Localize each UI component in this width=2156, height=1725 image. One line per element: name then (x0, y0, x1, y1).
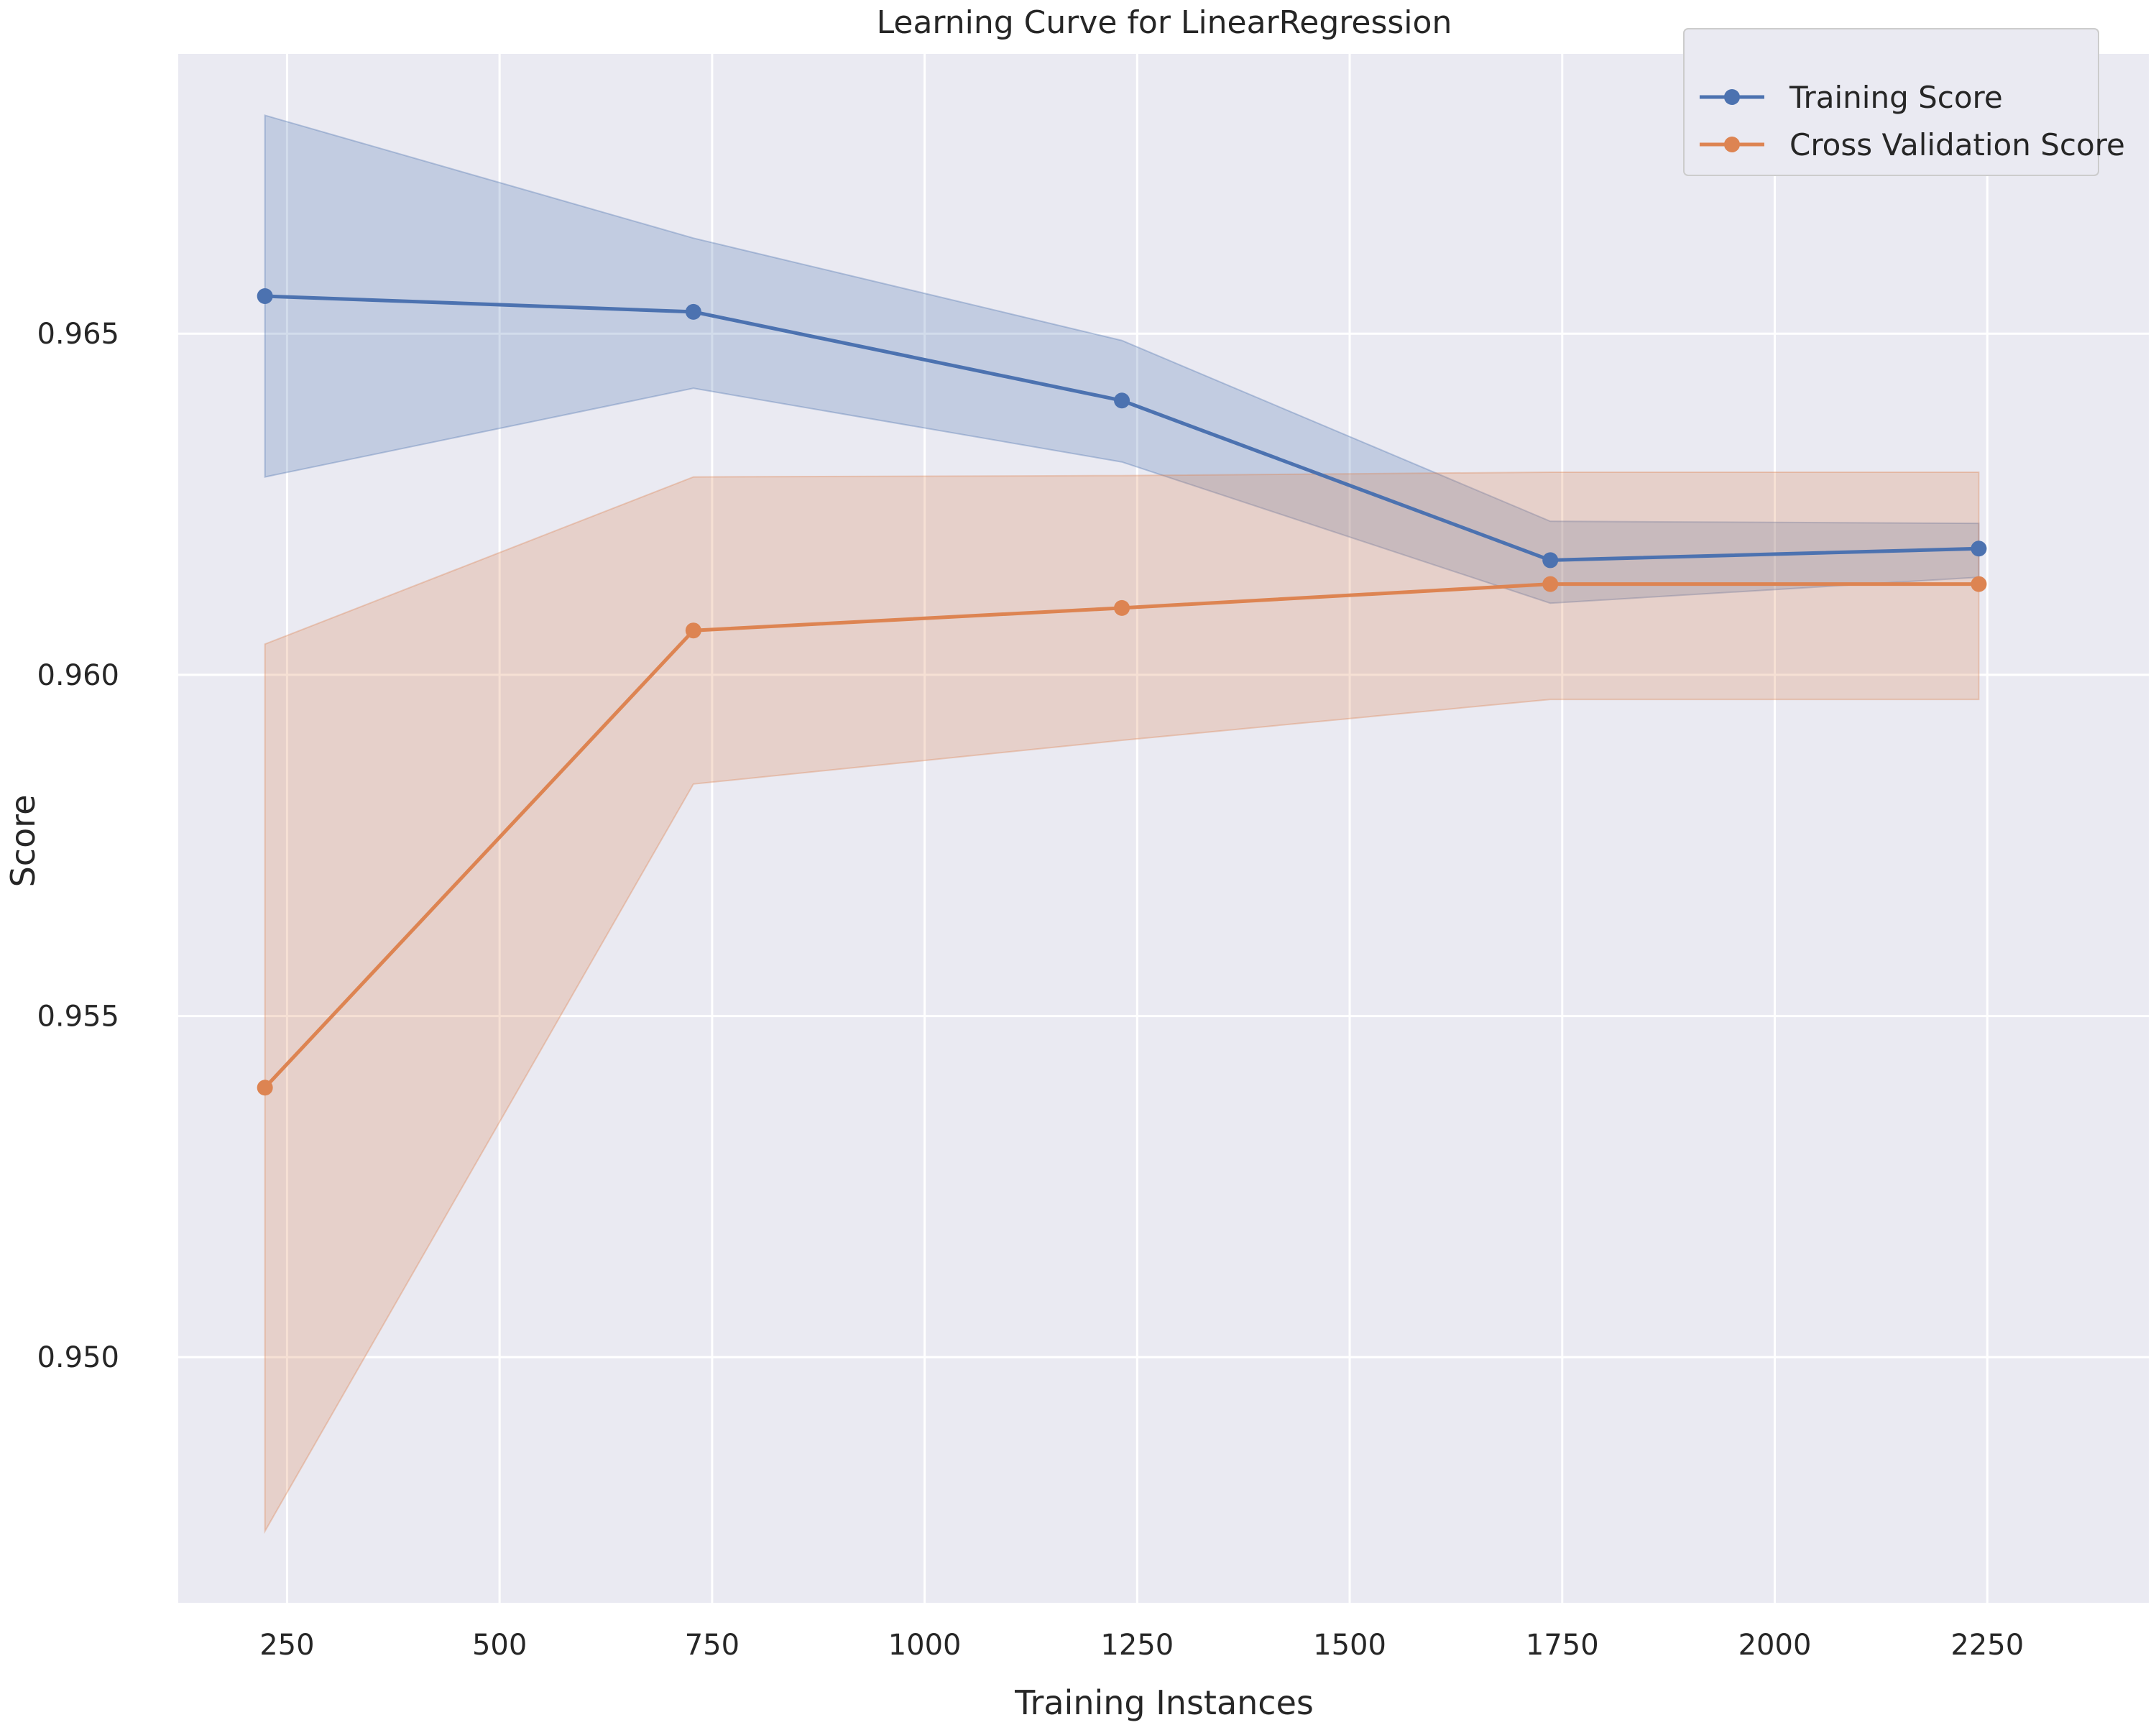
point-series-0 (1114, 392, 1130, 409)
x-tick-label: 2250 (1950, 1629, 2024, 1662)
y-tick-labels: 0.950 0.955 0.960 0.965 (37, 318, 119, 1374)
x-tick-label: 1500 (1313, 1629, 1386, 1662)
y-tick-label: 0.950 (37, 1341, 119, 1374)
point-series-0 (257, 288, 273, 305)
x-tick-label: 750 (685, 1629, 740, 1662)
point-series-1 (1971, 576, 1987, 592)
band-series-1 (264, 471, 1980, 1535)
point-series-1 (1114, 599, 1130, 616)
y-axis-label: Score (4, 795, 42, 888)
x-axis-label: Training Instances (1014, 1683, 1314, 1722)
grid-lines (178, 54, 2149, 1603)
point-series-1 (1542, 576, 1559, 592)
x-tick-label: 1000 (888, 1629, 962, 1662)
point-series-1 (257, 1080, 273, 1096)
series-points (257, 288, 1987, 1096)
x-tick-label: 2000 (1738, 1629, 1812, 1662)
chart-title: Learning Curve for LinearRegression (877, 4, 1452, 41)
point-series-0 (1971, 540, 1987, 557)
legend-marker-0 (1724, 89, 1740, 105)
legend-label-1: Cross Validation Score (1789, 127, 2125, 162)
x-tick-labels: 250 500 750 1000 1250 1500 1750 2000 2250 (259, 1629, 2024, 1662)
legend-box (1683, 28, 2099, 176)
legend-label-0: Training Score (1789, 80, 2003, 115)
y-tick-label: 0.960 (37, 659, 119, 692)
point-series-0 (1542, 552, 1559, 569)
legend: Training Score Cross Validation Score (1683, 28, 2125, 176)
point-series-1 (685, 622, 701, 639)
x-tick-label: 1750 (1526, 1629, 1599, 1662)
y-tick-label: 0.955 (37, 1000, 119, 1034)
x-tick-label: 1250 (1100, 1629, 1174, 1662)
x-tick-label: 250 (259, 1629, 314, 1662)
legend-marker-1 (1724, 137, 1740, 152)
point-series-0 (685, 303, 701, 320)
x-tick-label: 500 (472, 1629, 527, 1662)
y-tick-label: 0.965 (37, 318, 119, 351)
